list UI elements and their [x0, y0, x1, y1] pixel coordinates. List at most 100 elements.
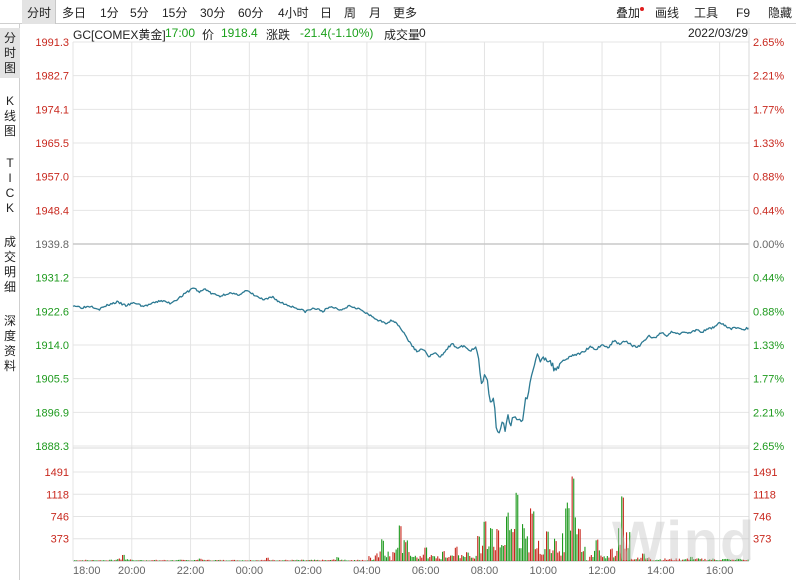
volume-bar	[144, 560, 146, 561]
tab-week[interactable]: 周	[344, 6, 357, 20]
time-axis-label: 12:00	[588, 565, 616, 577]
volume-bar	[581, 552, 583, 561]
volume-bar	[586, 560, 588, 561]
volume-bar	[565, 508, 567, 561]
volume-bar	[664, 558, 666, 561]
volume-bar	[712, 558, 714, 561]
volume-bar	[467, 552, 469, 561]
volume-bar	[78, 560, 80, 561]
volume-bar	[466, 552, 468, 561]
tab-1min[interactable]: 1分	[100, 6, 119, 20]
volume-bar	[477, 536, 479, 561]
volume-bar	[147, 560, 149, 561]
volume-bar	[694, 559, 696, 561]
hide-button[interactable]: 隐藏	[768, 6, 793, 20]
volume-bar	[414, 555, 416, 561]
overlay-button[interactable]: 叠加	[616, 6, 641, 20]
tab-4hour[interactable]: 4小时	[278, 6, 309, 20]
volume-bar	[408, 552, 410, 561]
volume-bar	[574, 517, 576, 561]
volume-label: 成交量	[384, 28, 421, 42]
volume-bar	[613, 557, 615, 561]
volume-bar	[562, 533, 564, 561]
volume-bar	[386, 557, 388, 561]
sidebar-tab-depth-data[interactable]: 深 度 资 料	[0, 314, 20, 374]
volume-bar	[267, 557, 269, 561]
volume-bar	[128, 559, 130, 561]
draw-line-button[interactable]: 画线	[655, 6, 680, 20]
volume-bar	[650, 558, 652, 561]
tab-5min[interactable]: 5分	[130, 6, 149, 20]
volume-bar	[496, 529, 498, 561]
volume-bar	[739, 558, 741, 561]
volume-bar	[478, 536, 480, 561]
volume-bar	[643, 553, 645, 561]
volume-bar	[682, 559, 684, 561]
volume-bar	[742, 559, 744, 561]
volume-bar	[368, 556, 370, 561]
price-axis-label: 1905.5	[35, 374, 69, 386]
percent-axis-label: 0.00%	[753, 239, 784, 251]
sidebar-tab-char: K	[5, 201, 14, 215]
volume-bar	[485, 521, 487, 561]
volume-bar	[222, 559, 224, 561]
sidebar-tab-intraday[interactable]: 分 时 图	[0, 28, 20, 78]
tab-30min[interactable]: 30分	[200, 6, 226, 20]
volume-bar	[285, 559, 287, 561]
tab-60min[interactable]: 60分	[238, 6, 264, 20]
volume-bar	[538, 540, 540, 561]
tab-15min[interactable]: 15分	[162, 6, 188, 20]
volume-bar	[462, 556, 464, 561]
volume-bar	[210, 560, 212, 561]
volume-bar	[587, 560, 589, 561]
volume-bar	[99, 560, 101, 561]
volume-bar	[176, 560, 178, 561]
volume-bar	[678, 558, 680, 561]
volume-bar	[731, 559, 733, 561]
volume-bar	[563, 552, 565, 561]
volume-bar	[642, 553, 644, 561]
tools-button[interactable]: 工具	[694, 6, 719, 20]
volume-bar	[322, 559, 324, 561]
volume-bar	[390, 560, 392, 561]
volume-bar	[424, 547, 426, 561]
volume-bar	[600, 555, 602, 561]
volume-bar	[398, 525, 400, 561]
tab-intraday[interactable]: 分时	[22, 0, 56, 24]
volume-bar	[282, 560, 284, 561]
tab-multi-day[interactable]: 多日	[62, 6, 87, 20]
volume-bar	[387, 551, 389, 561]
volume-bar	[661, 560, 663, 561]
volume-bar	[278, 560, 280, 561]
percent-axis-label: 0.88%	[753, 306, 784, 318]
volume-bar	[194, 560, 196, 561]
volume-bar	[275, 560, 277, 561]
volume-bar	[675, 558, 677, 561]
sidebar-tab-kline[interactable]: K 线 图	[0, 94, 20, 139]
volume-bar	[213, 560, 215, 561]
volume-bar	[714, 559, 716, 561]
volume-bar	[344, 559, 346, 561]
volume-bar	[307, 560, 309, 561]
tab-day[interactable]: 日	[320, 6, 333, 20]
volume-axis-label: 746	[51, 511, 69, 523]
tab-more[interactable]: 更多	[393, 6, 418, 20]
sidebar-tab-char: 明	[3, 265, 16, 279]
volume-bar	[197, 559, 199, 561]
volume-bar	[80, 560, 82, 561]
volume-bar	[525, 538, 527, 561]
tab-month[interactable]: 月	[369, 6, 382, 20]
f9-button[interactable]: F9	[736, 6, 751, 20]
volume-bar	[624, 548, 626, 561]
volume-bar	[690, 556, 692, 561]
volume-bar	[246, 560, 248, 561]
volume-bar	[618, 528, 620, 561]
sidebar-tab-trade-details[interactable]: 成 交 明 细	[0, 235, 20, 295]
sidebar-tab-tick[interactable]: T I C K	[0, 156, 20, 216]
volume-bar	[384, 555, 386, 561]
volume-bar	[726, 558, 728, 561]
last-price: 1918.4	[221, 26, 258, 40]
volume-bar	[326, 560, 328, 561]
volume-bar	[446, 557, 448, 561]
